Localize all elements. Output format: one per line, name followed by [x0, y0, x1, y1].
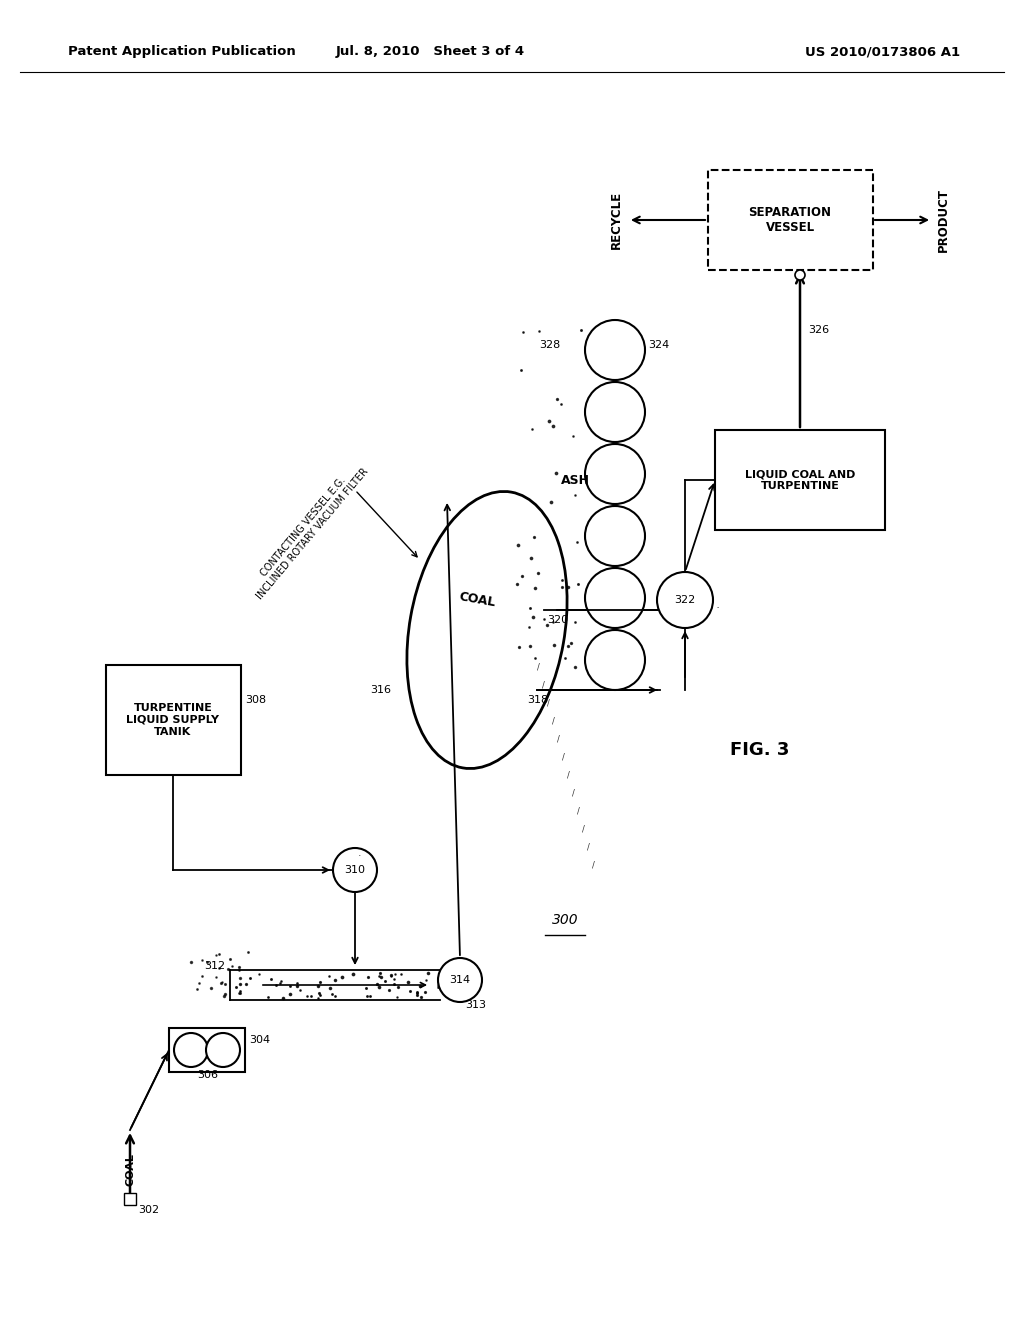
Text: /: /: [537, 663, 540, 672]
Circle shape: [206, 1034, 240, 1067]
Text: 312: 312: [204, 961, 225, 972]
Text: 322: 322: [675, 595, 695, 605]
Text: CONTACTING VESSEL E.G.
INCLINED ROTARY VACUUM FILTER: CONTACTING VESSEL E.G. INCLINED ROTARY V…: [246, 459, 371, 601]
Bar: [124, 1193, 136, 1205]
Text: 324: 324: [648, 341, 670, 350]
Text: 326: 326: [808, 325, 829, 335]
Text: ASH: ASH: [560, 474, 590, 487]
Text: /: /: [562, 752, 565, 762]
Text: /: /: [552, 717, 555, 726]
Text: US 2010/0173806 A1: US 2010/0173806 A1: [805, 45, 961, 58]
Circle shape: [657, 572, 713, 628]
Text: TURPENTINE
LIQUID SUPPLY
TANIK: TURPENTINE LIQUID SUPPLY TANIK: [127, 704, 219, 737]
Text: FIG. 3: FIG. 3: [730, 741, 790, 759]
Circle shape: [585, 568, 645, 628]
Circle shape: [585, 319, 645, 380]
Text: LIQUID COAL AND
TURPENTINE: LIQUID COAL AND TURPENTINE: [744, 469, 855, 491]
Text: 328: 328: [539, 341, 560, 350]
Ellipse shape: [407, 491, 567, 768]
Text: Jul. 8, 2010   Sheet 3 of 4: Jul. 8, 2010 Sheet 3 of 4: [336, 45, 524, 58]
Circle shape: [795, 271, 805, 280]
Text: /: /: [592, 861, 595, 870]
Bar: [715, 430, 885, 531]
Text: /: /: [582, 825, 585, 834]
Circle shape: [585, 630, 645, 690]
Text: 316: 316: [370, 685, 391, 696]
Text: 302: 302: [138, 1205, 159, 1214]
Text: Patent Application Publication: Patent Application Publication: [68, 45, 296, 58]
Text: SEPARATION
VESSEL: SEPARATION VESSEL: [749, 206, 831, 234]
Text: /: /: [587, 843, 590, 851]
Bar: [169, 1028, 245, 1072]
Circle shape: [585, 381, 645, 442]
Text: 314: 314: [450, 975, 471, 985]
Text: /: /: [572, 789, 574, 799]
Text: /: /: [567, 771, 570, 780]
Circle shape: [174, 1034, 208, 1067]
Bar: [708, 170, 872, 271]
Circle shape: [585, 506, 645, 566]
Bar: [105, 665, 241, 775]
Text: 306: 306: [197, 1071, 218, 1080]
Text: 300: 300: [552, 913, 579, 927]
Text: /: /: [547, 700, 550, 708]
Text: /: /: [577, 807, 580, 816]
Text: /: /: [557, 735, 560, 744]
Text: /: /: [542, 681, 545, 690]
Circle shape: [333, 847, 377, 892]
Text: COAL: COAL: [125, 1154, 135, 1187]
Text: RECYCLE: RECYCLE: [610, 191, 623, 249]
Text: PRODUCT: PRODUCT: [937, 187, 950, 252]
Text: 304: 304: [249, 1035, 270, 1045]
Text: 320: 320: [547, 615, 568, 624]
Text: 310: 310: [344, 865, 366, 875]
Text: COAL: COAL: [458, 590, 497, 610]
Circle shape: [438, 958, 482, 1002]
Circle shape: [585, 444, 645, 504]
Text: 313: 313: [465, 1001, 486, 1010]
Text: 308: 308: [246, 696, 266, 705]
Text: 318: 318: [527, 696, 548, 705]
